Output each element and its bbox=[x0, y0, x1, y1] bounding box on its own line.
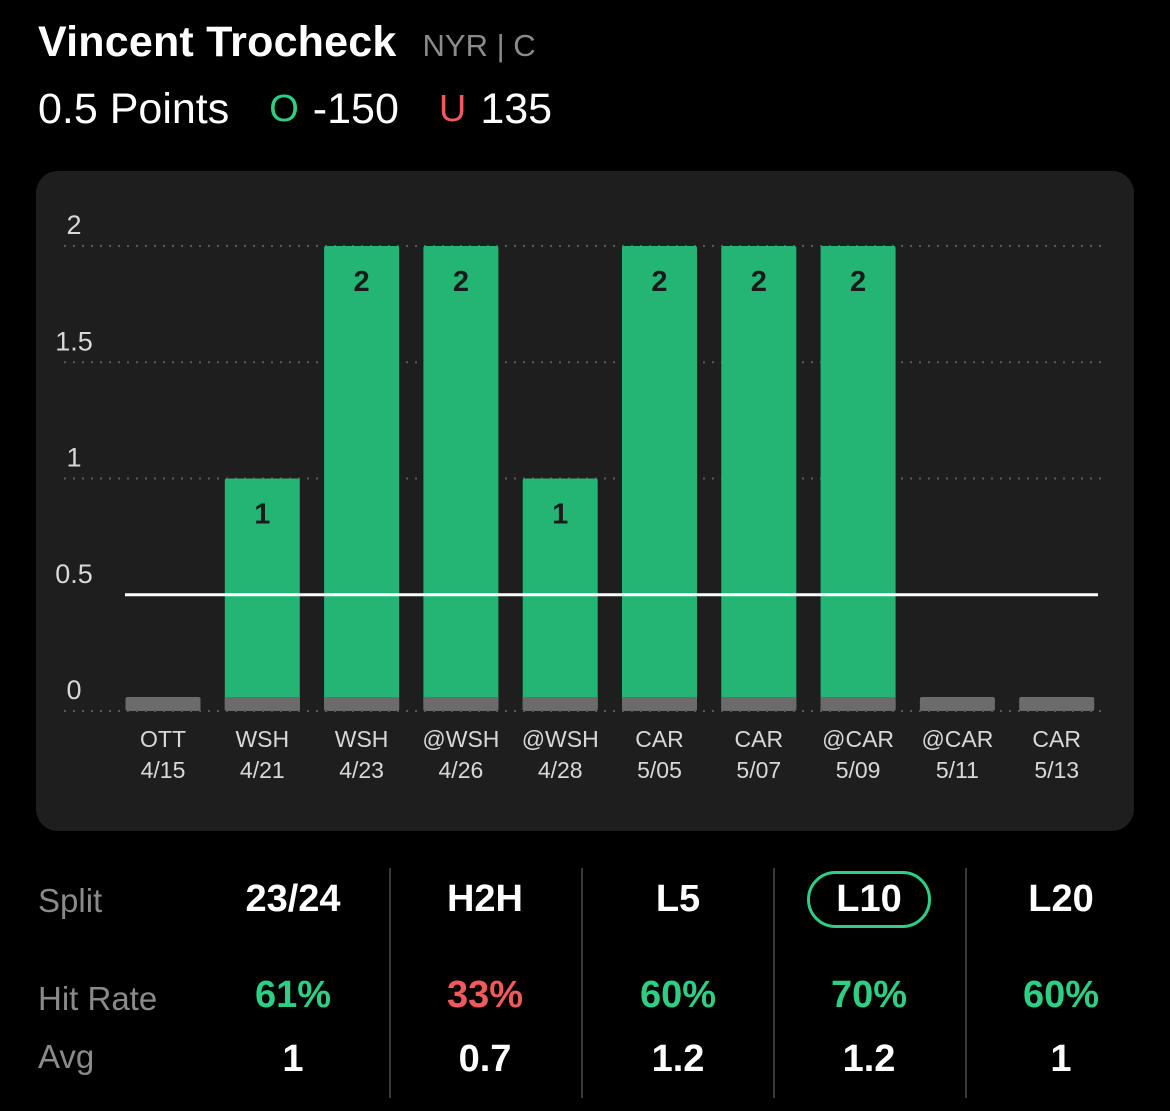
x-tick-opponent: WSH bbox=[235, 726, 289, 752]
split-tab[interactable]: L20 bbox=[966, 878, 1156, 921]
x-tick-date: 5/07 bbox=[736, 757, 781, 783]
hit-rate-value: 33% bbox=[446, 974, 524, 1016]
avg-value: 1.2 bbox=[842, 1038, 896, 1080]
hit-rate-value: 60% bbox=[639, 974, 717, 1016]
y-tick-label: 0.5 bbox=[55, 559, 93, 589]
bar-chart-svg: 0 0.5 1 1.5 2 OTT 4/15 1 WSH 4/21 2 WSH 4/23 2 @WSH 4/2… bbox=[55, 210, 1106, 783]
bar-base bbox=[522, 697, 598, 711]
bar-hit bbox=[324, 246, 400, 711]
x-tick-date: 4/21 bbox=[240, 757, 285, 783]
y-tick-label: 2 bbox=[66, 210, 81, 240]
split-tab[interactable]: L10 bbox=[774, 871, 964, 928]
hit-rate-value: 70% bbox=[830, 974, 908, 1016]
bar-base bbox=[622, 697, 697, 711]
under-odds: 135 bbox=[480, 84, 553, 133]
bar-data-label: 1 bbox=[552, 499, 568, 531]
column-divider bbox=[581, 868, 583, 1098]
avg-row-label: Avg bbox=[38, 1038, 95, 1075]
bar-base bbox=[423, 697, 499, 711]
bar-base bbox=[324, 697, 400, 711]
x-tick-date: 4/15 bbox=[141, 757, 186, 783]
bar-hit bbox=[423, 246, 499, 711]
over-symbol: O bbox=[269, 87, 299, 130]
x-tick-opponent: OTT bbox=[140, 726, 186, 752]
avg-value: 0.7 bbox=[458, 1038, 512, 1080]
split-tab-label: L20 bbox=[1028, 878, 1094, 920]
avg-value: 1 bbox=[282, 1038, 304, 1080]
split-tab[interactable]: L5 bbox=[583, 878, 773, 921]
split-tab-label: 23/24 bbox=[245, 878, 341, 920]
x-tick-opponent: @WSH bbox=[522, 726, 599, 752]
x-tick-opponent: WSH bbox=[335, 726, 389, 752]
column-divider bbox=[965, 868, 967, 1098]
y-tick-label: 0 bbox=[66, 675, 81, 705]
split-tab[interactable]: 23/24 bbox=[198, 878, 388, 921]
x-tick-date: 5/09 bbox=[836, 757, 881, 783]
column-divider bbox=[773, 868, 775, 1098]
x-tick-opponent: CAR bbox=[735, 726, 784, 752]
x-tick-date: 5/11 bbox=[936, 757, 979, 783]
bar-base bbox=[820, 697, 896, 711]
x-tick-date: 4/26 bbox=[439, 757, 484, 783]
y-tick-label: 1.5 bbox=[55, 326, 93, 356]
bar-data-label: 2 bbox=[651, 266, 667, 298]
avg-value: 1 bbox=[1050, 1038, 1072, 1080]
over-odds: -150 bbox=[312, 84, 399, 133]
hit-rate-value: 61% bbox=[254, 974, 332, 1016]
column-divider bbox=[389, 868, 391, 1098]
x-tick-date: 4/23 bbox=[339, 757, 384, 783]
x-tick-opponent: CAR bbox=[1032, 726, 1081, 752]
split-column-l20[interactable]: L20 60% 1 bbox=[966, 860, 1156, 1100]
bar-base bbox=[224, 697, 300, 711]
split-column-l10[interactable]: L10 70% 1.2 bbox=[774, 860, 964, 1100]
x-tick-date: 4/28 bbox=[538, 757, 583, 783]
bar-data-label: 1 bbox=[254, 499, 270, 531]
bar-data-label: 2 bbox=[850, 266, 866, 298]
split-column-l5[interactable]: L5 60% 1.2 bbox=[583, 860, 773, 1100]
line-row: 0.5 Points O -150 U 135 bbox=[38, 84, 1132, 134]
bar-base bbox=[721, 697, 797, 711]
x-tick-opponent: @WSH bbox=[422, 726, 499, 752]
x-tick-date: 5/05 bbox=[637, 757, 682, 783]
player-team-position: NYR | C bbox=[422, 28, 536, 63]
splits-table: Split Hit Rate Avg 23/24 61% 1 H2H 33% 0.7 L5 6… bbox=[0, 860, 1170, 1100]
prop-header: Vincent Trocheck NYR | C 0.5 Points O -1… bbox=[38, 18, 1132, 134]
bar-hit bbox=[820, 246, 896, 711]
hit-rate-row-label: Hit Rate bbox=[38, 980, 158, 1017]
x-tick-opponent: CAR bbox=[635, 726, 684, 752]
split-tab-label: H2H bbox=[446, 878, 524, 920]
split-column-h2h[interactable]: H2H 33% 0.7 bbox=[390, 860, 580, 1100]
prop-line: 0.5 Points bbox=[38, 84, 230, 133]
bar-data-label: 2 bbox=[354, 266, 370, 298]
game-log-chart: 0 0.5 1 1.5 2 OTT 4/15 1 WSH 4/21 2 WSH 4/23 2 @WSH 4/2… bbox=[36, 171, 1134, 831]
bar-base bbox=[1019, 697, 1095, 711]
x-tick-date: 5/13 bbox=[1034, 757, 1079, 783]
split-column-23-24[interactable]: 23/24 61% 1 bbox=[198, 860, 388, 1100]
player-name: Vincent Trocheck bbox=[38, 18, 397, 66]
split-tab-label: L5 bbox=[655, 878, 701, 920]
bar-data-label: 2 bbox=[751, 266, 767, 298]
over-pick[interactable]: O -150 bbox=[269, 85, 399, 134]
bar-hit bbox=[622, 246, 697, 711]
split-tab[interactable]: H2H bbox=[390, 878, 580, 921]
bar-base bbox=[919, 697, 995, 711]
x-tick-opponent: @CAR bbox=[822, 726, 894, 752]
bar-hit bbox=[721, 246, 797, 711]
under-pick[interactable]: U 135 bbox=[439, 85, 552, 134]
x-tick-opponent: @CAR bbox=[921, 726, 993, 752]
title-row: Vincent Trocheck NYR | C bbox=[38, 18, 1132, 72]
hit-rate-value: 60% bbox=[1022, 974, 1100, 1016]
bar-data-label: 2 bbox=[453, 266, 469, 298]
split-tab-label: L10 bbox=[807, 871, 931, 928]
split-row-label: Split bbox=[38, 882, 103, 919]
y-tick-label: 1 bbox=[66, 443, 81, 473]
bar-base bbox=[125, 697, 201, 711]
avg-value: 1.2 bbox=[651, 1038, 705, 1080]
under-symbol: U bbox=[438, 87, 467, 130]
